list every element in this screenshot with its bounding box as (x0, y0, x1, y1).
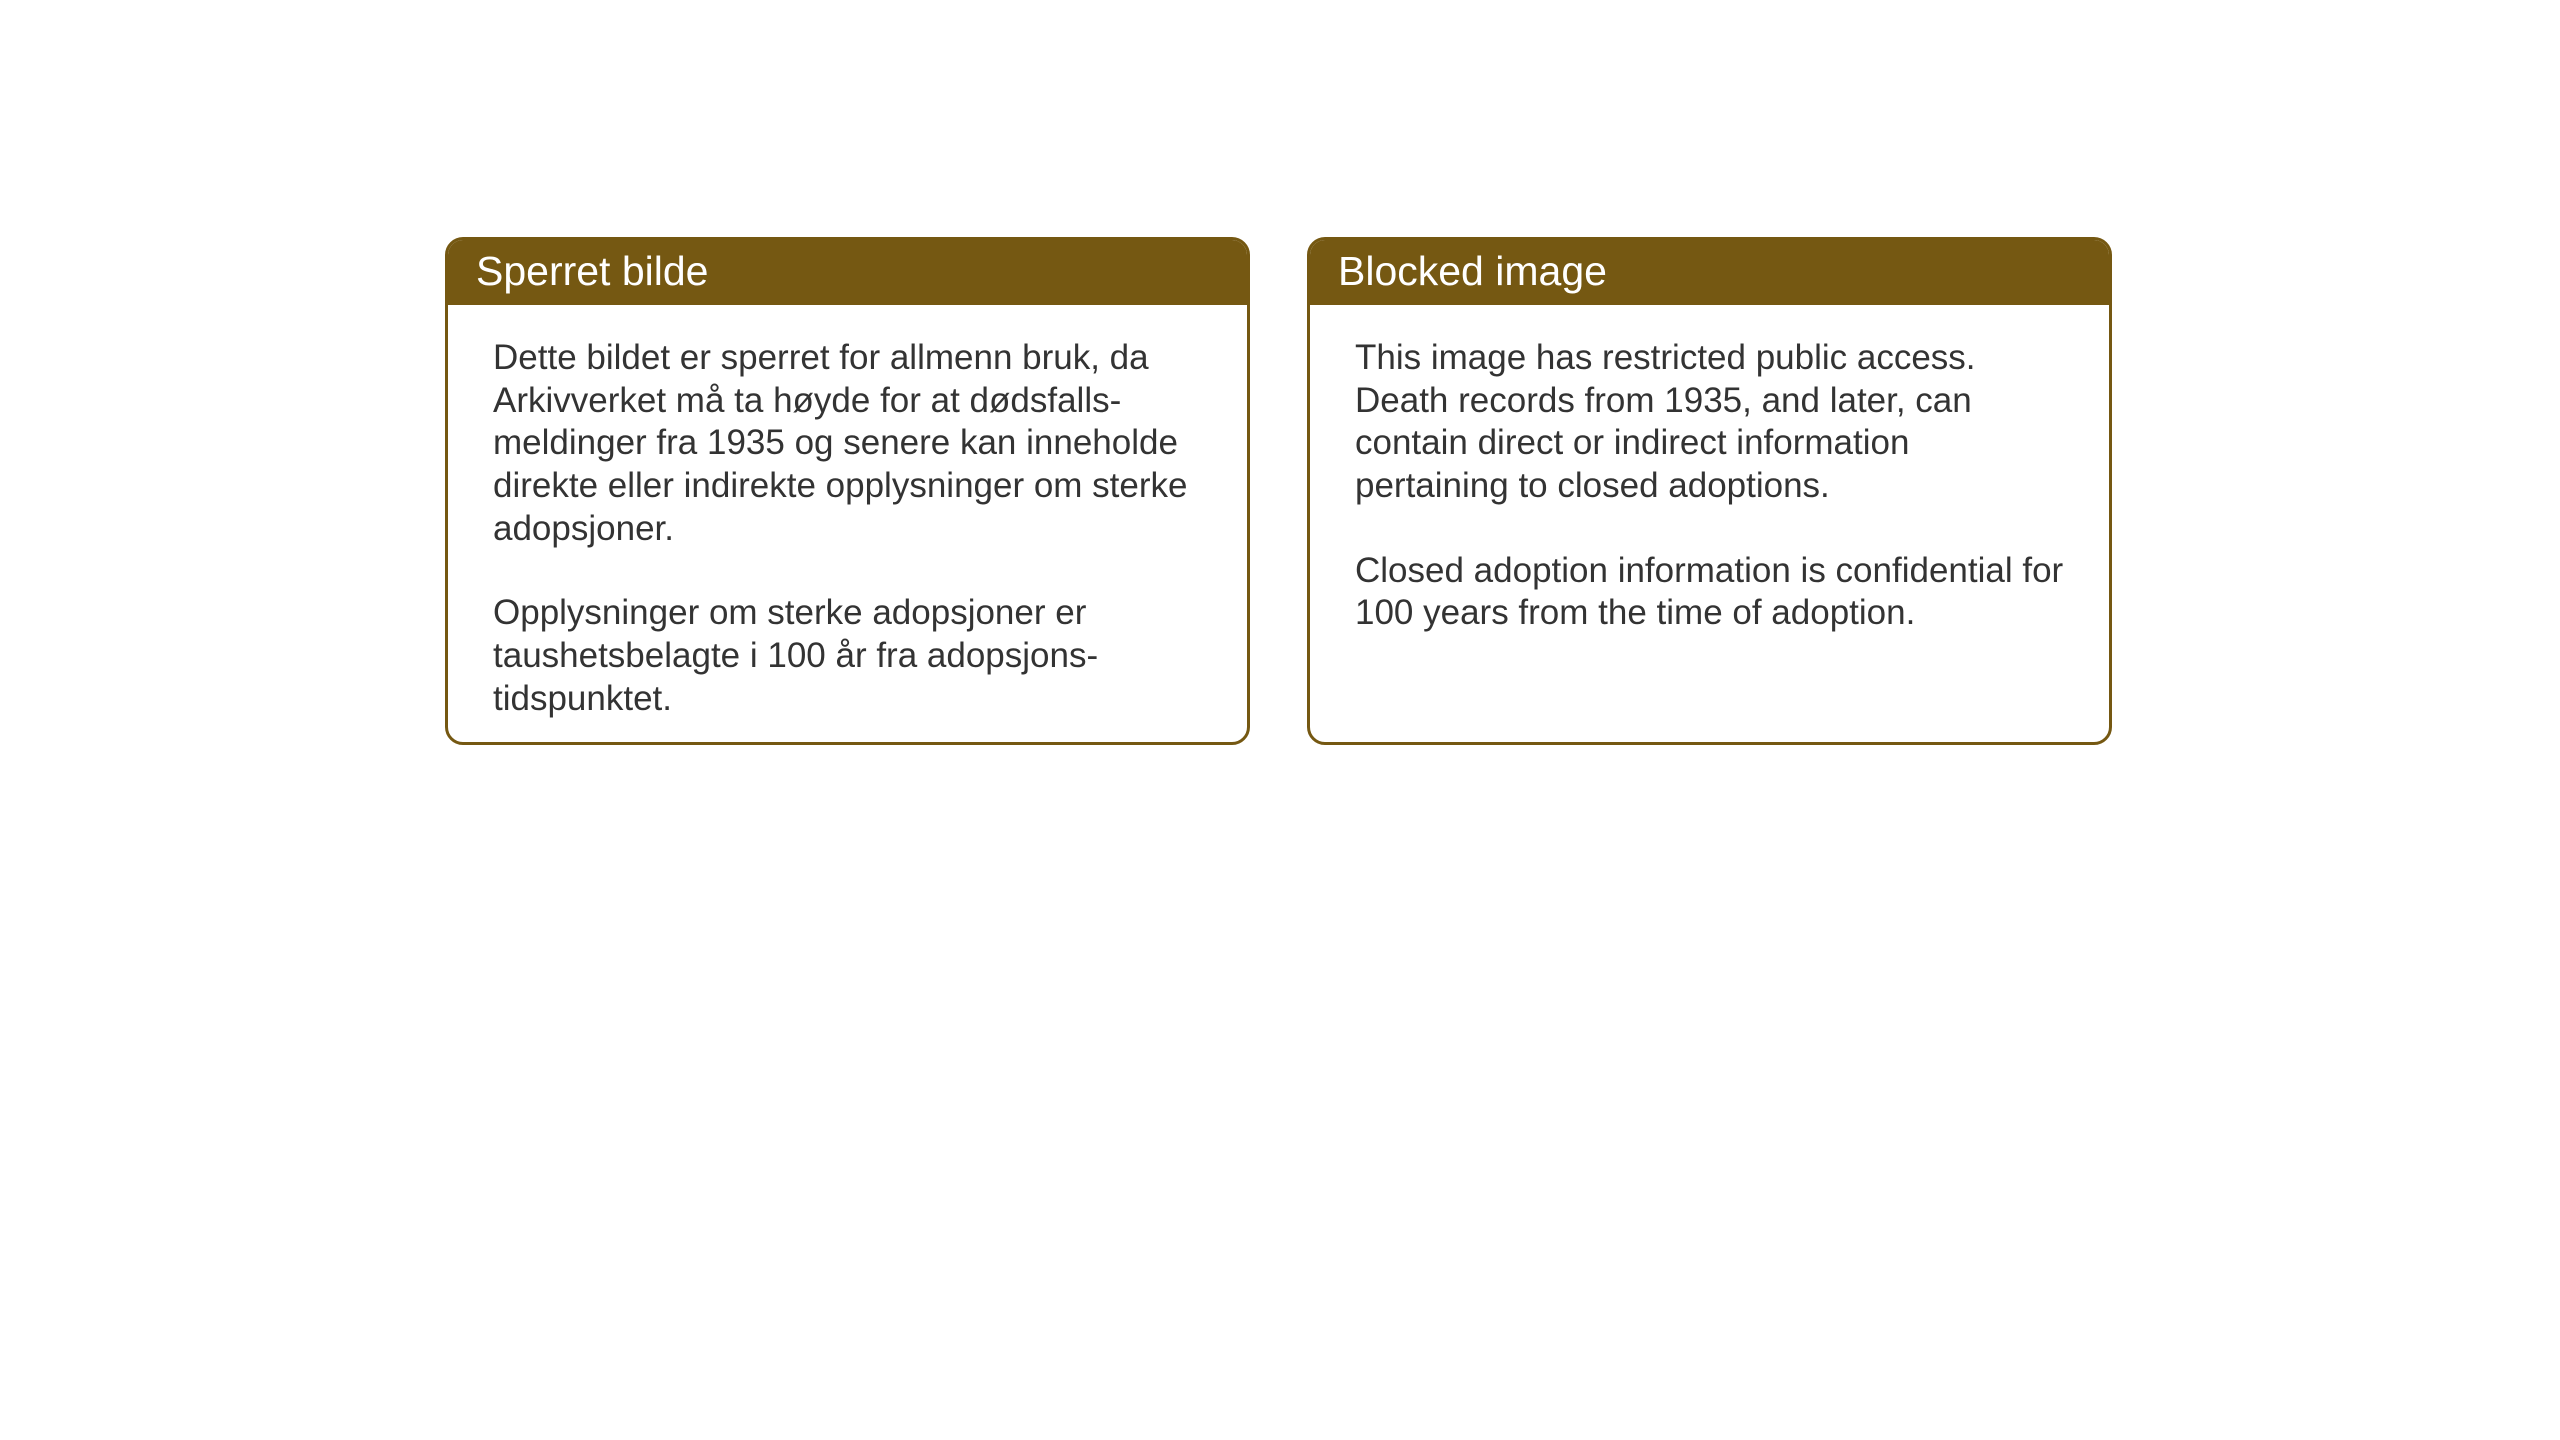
notice-paragraph-2-english: Closed adoption information is confident… (1355, 550, 2064, 635)
notice-header-norwegian: Sperret bilde (448, 240, 1247, 305)
notice-title-norwegian: Sperret bilde (476, 248, 708, 294)
notice-paragraph-1-english: This image has restricted public access.… (1355, 337, 2064, 508)
notice-card-norwegian: Sperret bilde Dette bildet er sperret fo… (445, 237, 1250, 745)
notice-header-english: Blocked image (1310, 240, 2109, 305)
notice-paragraph-1-norwegian: Dette bildet er sperret for allmenn bruk… (493, 337, 1202, 550)
notice-paragraph-2-norwegian: Opplysninger om sterke adopsjoner er tau… (493, 592, 1202, 720)
notice-card-english: Blocked image This image has restricted … (1307, 237, 2112, 745)
notice-container: Sperret bilde Dette bildet er sperret fo… (445, 237, 2112, 745)
notice-body-english: This image has restricted public access.… (1310, 305, 2109, 665)
notice-title-english: Blocked image (1338, 248, 1607, 294)
notice-body-norwegian: Dette bildet er sperret for allmenn bruk… (448, 305, 1247, 745)
